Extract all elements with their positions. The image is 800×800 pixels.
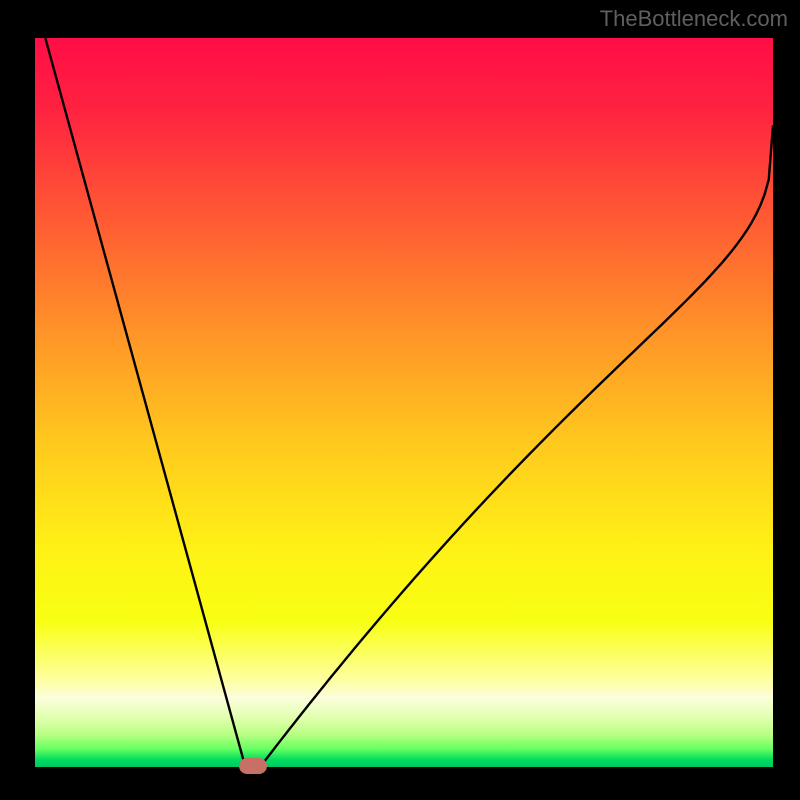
watermark-text: TheBottleneck.com: [600, 6, 788, 32]
minimum-marker: [239, 758, 267, 774]
curve-svg: [35, 38, 773, 767]
left-branch-line: [45, 38, 245, 767]
right-branch-curve: [260, 125, 773, 767]
plot-area: [35, 38, 773, 767]
chart-container: TheBottleneck.com: [0, 0, 800, 800]
